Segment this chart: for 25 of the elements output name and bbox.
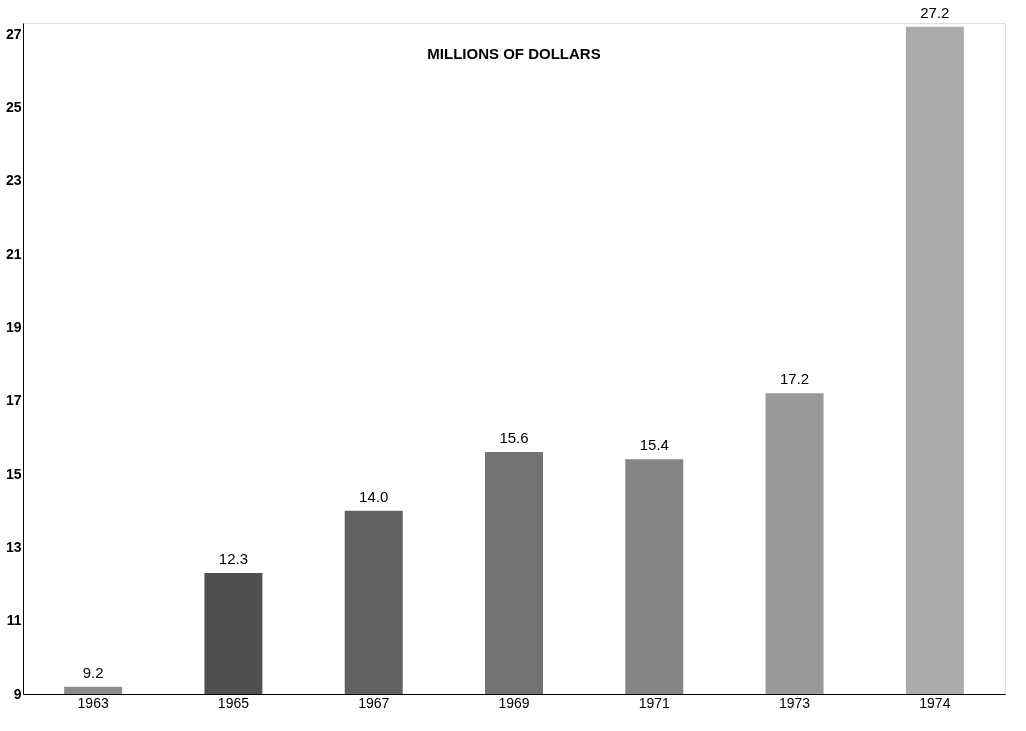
x-tick-label: 1967 (358, 694, 390, 711)
data-label: 12.3 (218, 550, 249, 567)
x-tick-label: 1969 (498, 694, 530, 711)
data-label: 14.0 (359, 487, 389, 505)
data-label: 9.2 (82, 663, 104, 681)
data-label: 17.2 (779, 370, 810, 388)
y-tick-label: 27 (5, 25, 22, 42)
y-tick-label: 19 (5, 318, 22, 335)
x-tick-label: 1973 (778, 694, 811, 711)
x-tick-label: 1971 (638, 694, 671, 711)
y-tick-label: 13 (5, 538, 22, 555)
x-tick-label: 1965 (217, 694, 250, 711)
text: MILLIONS OF DOLLARS (427, 44, 601, 62)
x-tick-label: 1963 (77, 694, 109, 711)
data-label: 27.2 (920, 3, 950, 21)
y-tick-label: 11 (6, 612, 22, 629)
y-tick-label: 21 (5, 245, 22, 262)
y-tick-label: 9 (13, 685, 22, 702)
data-label: 15.6 (499, 429, 529, 446)
data-label: 15.4 (639, 436, 669, 454)
y-tick-label: 25 (5, 98, 22, 115)
y-tick-label: 23 (5, 172, 22, 189)
y-tick-label: 17 (5, 392, 22, 409)
x-tick-label: 1974 (919, 694, 951, 711)
y-tick-label: 15 (5, 465, 22, 482)
